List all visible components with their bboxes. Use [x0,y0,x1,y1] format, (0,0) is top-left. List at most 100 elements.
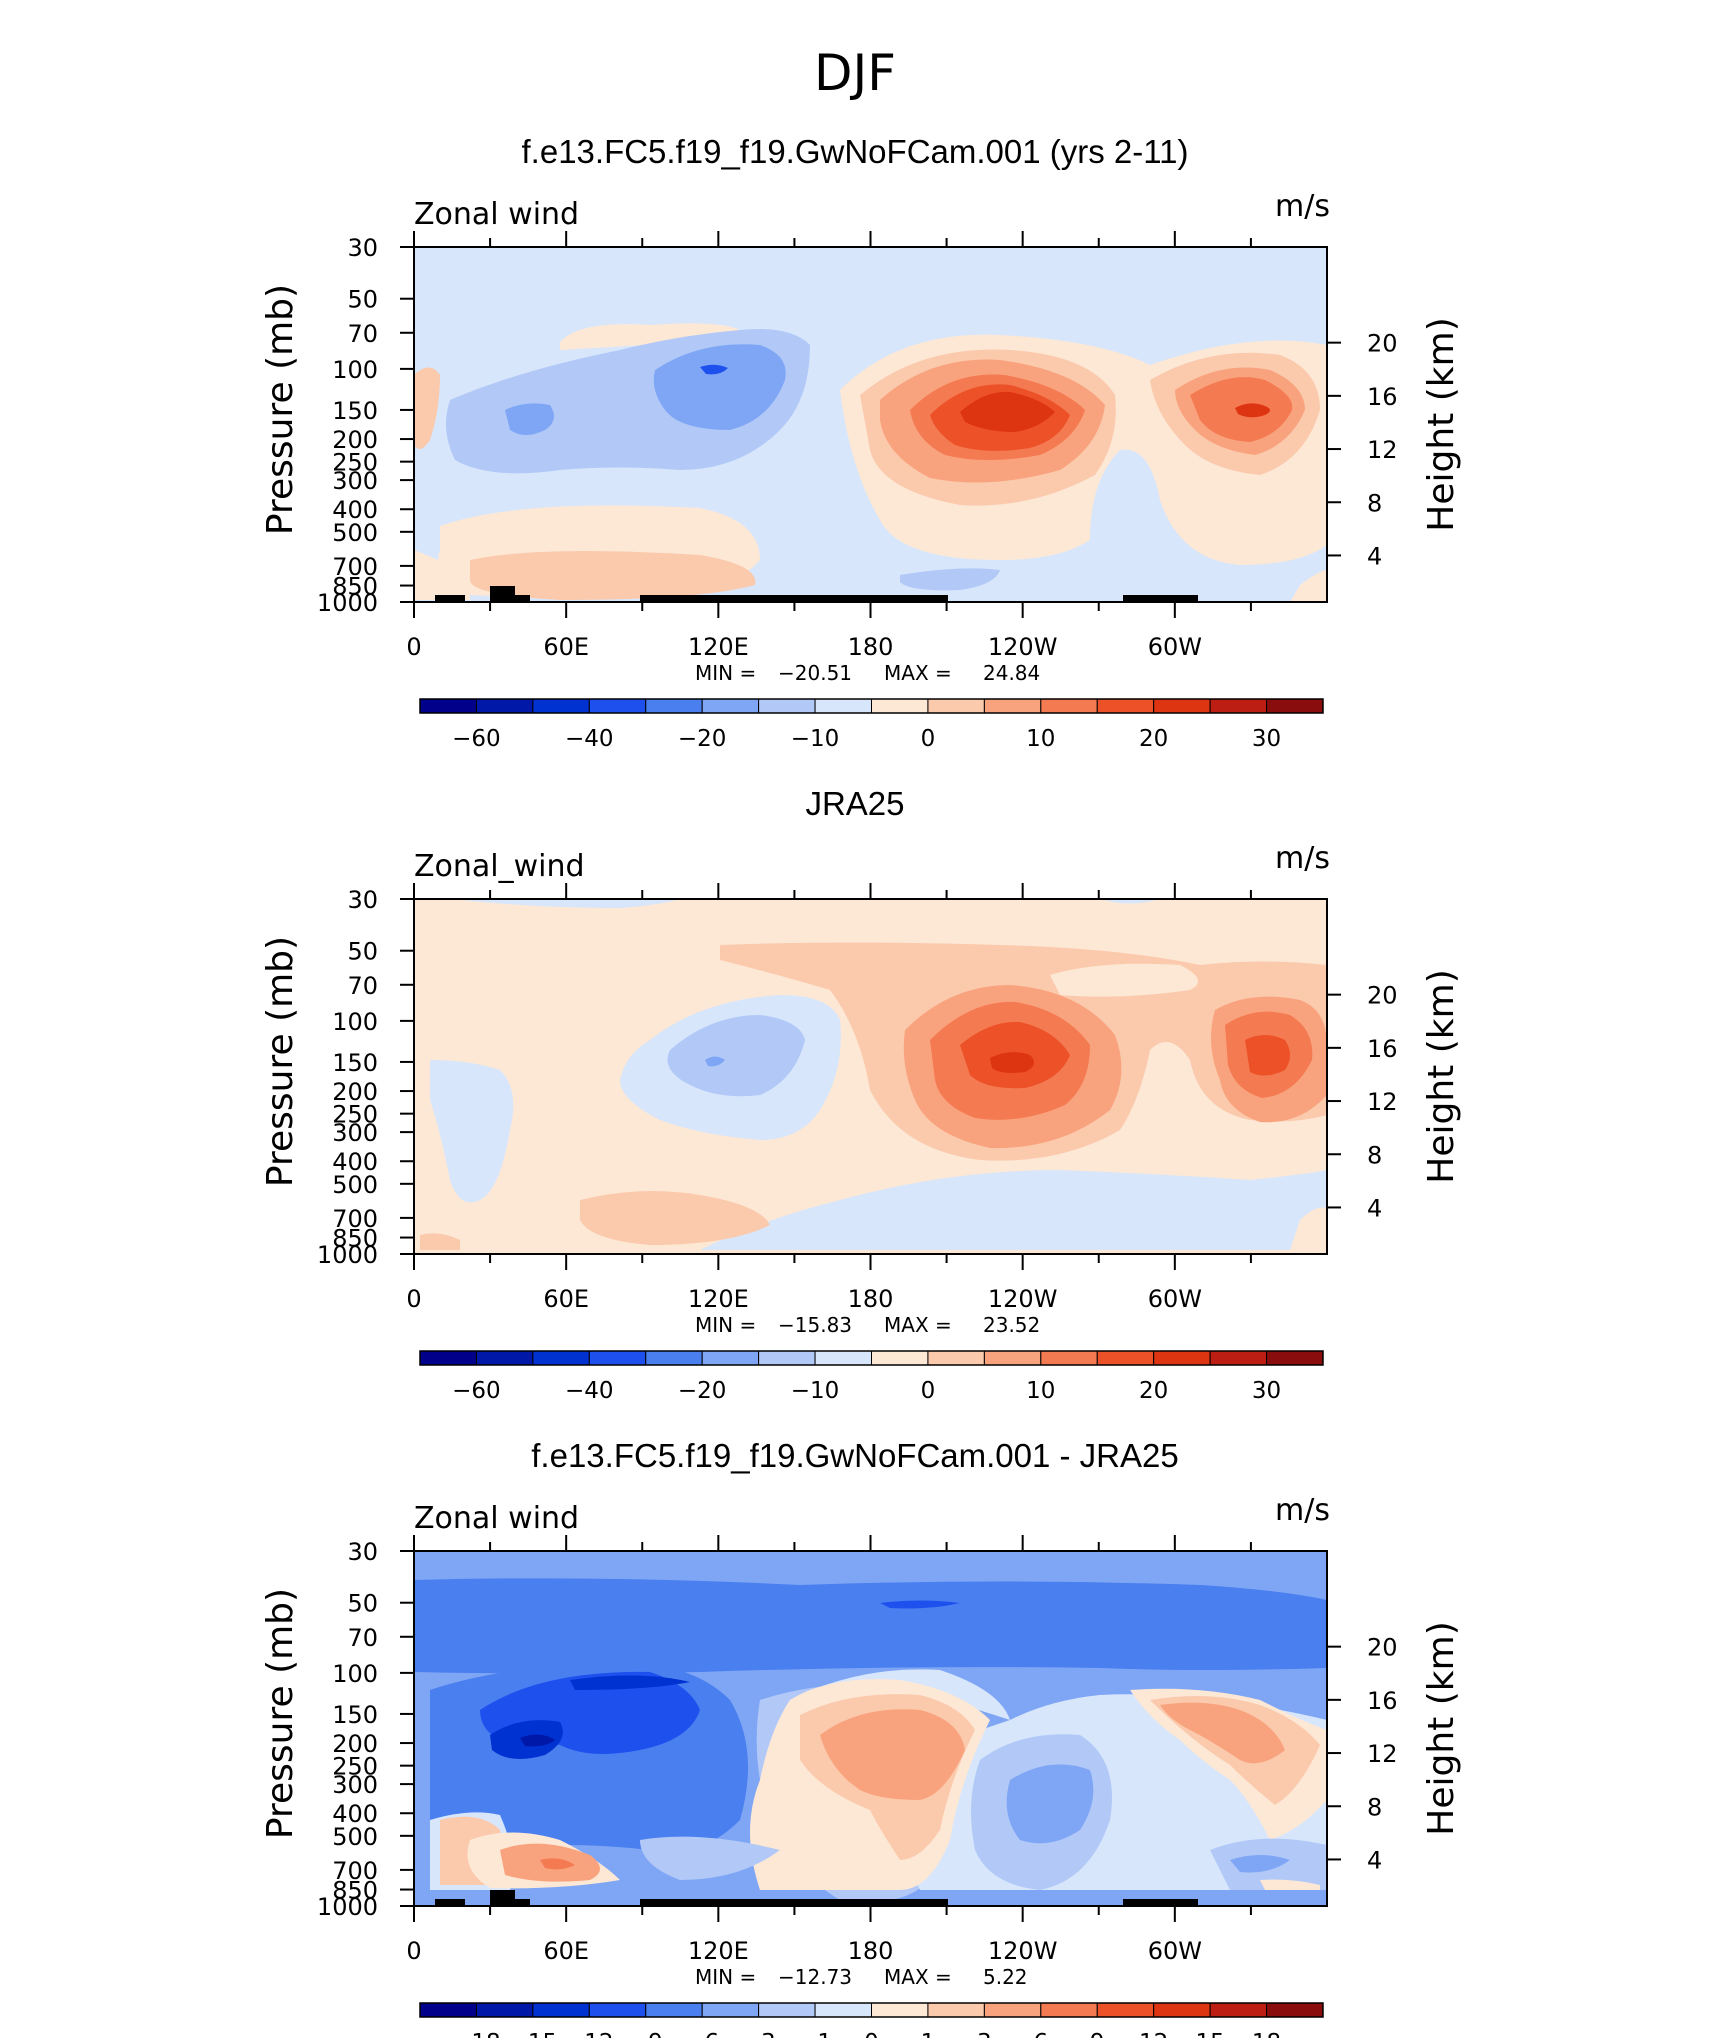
contour-region [880,1600,960,1609]
y-tick-label-left: 400 [332,496,378,524]
x-tick-label: 60E [543,1285,589,1313]
y-axis-label-left: Pressure (mb) [260,284,301,535]
variable-label: Zonal_wind [414,849,585,884]
contour-region [1260,1879,1320,1890]
colorbar-label: −15 [509,2030,558,2038]
contour-region [640,1836,780,1880]
colorbar-bin [871,698,929,714]
y-tick-label-left: 50 [347,1590,378,1618]
y-axis-label-left: Pressure (mb) [260,936,301,1187]
colorbar-frame [419,698,1324,714]
colorbar-label: −20 [678,726,727,752]
colorbar-label: 9 [1090,2030,1105,2038]
panel-title: f.e13.FC5.f19_f19.GwNoFCam.001 (yrs 2-11… [522,133,1189,170]
y-tick-label-left: 70 [347,320,378,348]
y-tick-label-left: 500 [332,1171,378,1199]
colorbar-label: 10 [1026,726,1055,752]
colorbar-bin [1266,2002,1324,2018]
y-tick-label-left: 150 [332,1701,378,1729]
colorbar-bin [588,2002,647,2018]
min-label: MIN = [695,1313,756,1337]
colorbar-label: 1 [921,2030,936,2038]
x-tick-label: 0 [406,633,421,661]
y-tick-label-left: 100 [332,1660,378,1688]
units-label: m/s [1275,189,1330,224]
y-tick-label-right: 8 [1367,489,1382,517]
x-tick-label: 120W [988,1285,1058,1313]
x-tick-label: 0 [406,1937,421,1965]
colorbar-bin [1153,2002,1211,2018]
max-label: MAX = [884,661,952,685]
y-tick-label-right: 4 [1367,1846,1382,1874]
min-value: −20.51 [778,661,852,685]
topography-bar [490,1890,515,1906]
colorbar-bin [645,698,703,714]
colorbar-label: 20 [1139,1378,1168,1404]
panel-title: f.e13.FC5.f19_f19.GwNoFCam.001 - JRA25 [531,1437,1178,1474]
colorbar-bin [814,2002,872,2018]
colorbar-label: 20 [1139,726,1168,752]
y-tick-label-left: 300 [332,1771,378,1799]
colorbar-bin [814,698,872,714]
contour-region [700,364,728,375]
y-tick-label-left: 150 [332,1049,378,1077]
y-tick-label-right: 4 [1367,542,1382,570]
min-value: −15.83 [778,1313,852,1337]
colorbar-bin [758,698,816,714]
topography-bar [1123,595,1198,602]
y-tick-label-left: 400 [332,1800,378,1828]
y-tick-label-left: 200 [332,1730,378,1758]
contour-region [1245,1035,1290,1076]
colorbar-bin [532,2002,590,2018]
topography-bar [640,595,948,602]
colorbar-label: 0 [864,2030,879,2038]
y-tick-label-right: 16 [1367,1035,1398,1063]
figure-title: DJF [813,44,896,102]
y-tick-label-left: 50 [347,286,378,314]
y-tick-label-left: 30 [347,234,378,262]
colorbar-label: −9 [629,2030,663,2038]
y-tick-label-left: 30 [347,886,378,914]
colorbar-label: 30 [1252,1378,1281,1404]
colorbar-bin [475,2002,534,2018]
colorbar-label: −10 [791,1378,840,1404]
contour-region [1160,1702,1285,1764]
topography-bar [515,1899,530,1906]
panel-title: JRA25 [805,785,904,822]
colorbar-bin [1040,698,1098,714]
y-tick-label-right: 12 [1367,1740,1398,1768]
y-tick-label-left: 250 [332,1753,378,1781]
contour-region [414,367,440,449]
colorbar-bin [927,1350,985,1366]
units-label: m/s [1275,1493,1330,1528]
colorbar-bin [475,1350,534,1366]
y-tick-label-right: 16 [1367,1687,1398,1715]
topography-bar [1123,1899,1198,1906]
colorbar-bin [1153,1350,1211,1366]
colorbar-bin [814,1350,872,1366]
y-tick-label-left: 300 [332,467,378,495]
contour-field [414,1551,1327,1906]
colorbar-label: −60 [452,726,501,752]
y-tick-label-left: 500 [332,519,378,547]
colorbar-bin [588,698,647,714]
y-tick-label-right: 12 [1367,1088,1398,1116]
colorbar-bin [927,2002,985,2018]
panel-3: f.e13.FC5.f19_f19.GwNoFCam.001 - JRA25 Zo… [260,1437,1462,2038]
colorbar-bin [1040,2002,1098,2018]
panel-2: JRA25 Zonal_wind m/s 0 60E 120E 180 120W 60W 30 50… [260,785,1462,1404]
contour-field [414,247,1327,602]
y-tick-label-left: 70 [347,972,378,1000]
colorbar-bin [419,1350,477,1366]
colorbar-label: −20 [678,1378,727,1404]
colorbar-bin [532,1350,590,1366]
colorbar-bin [701,698,760,714]
colorbar-bin [758,1350,816,1366]
y-tick-label-left: 850 [332,1225,378,1253]
contour-field [414,899,1327,1254]
colorbar-label: 0 [921,726,936,752]
y-tick-label-right: 20 [1367,330,1398,358]
contour-region [540,1858,575,1870]
y-tick-label-left: 70 [347,1624,378,1652]
